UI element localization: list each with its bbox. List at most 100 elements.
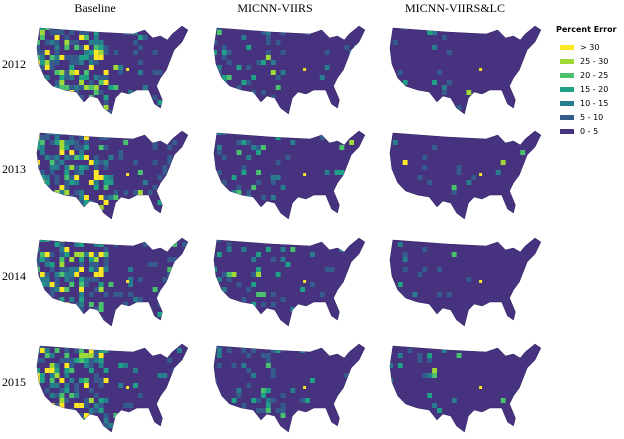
map-patch <box>54 165 60 170</box>
map-patch <box>54 205 60 210</box>
map-patch <box>89 20 94 25</box>
map-patch <box>64 185 70 190</box>
map-patch <box>275 348 281 353</box>
map-patch <box>36 160 40 165</box>
map-patch <box>88 363 94 368</box>
map-patch <box>246 338 251 343</box>
map-patch <box>295 100 301 105</box>
map-patch <box>84 220 89 225</box>
legend-label: > 30 <box>580 43 599 52</box>
map-patch <box>59 378 65 383</box>
map-patch <box>270 60 276 65</box>
map-patch <box>167 238 173 242</box>
map-patch <box>69 220 74 225</box>
map-patch <box>54 373 60 378</box>
map-patch <box>64 175 70 180</box>
map-patch <box>98 358 104 363</box>
map-patch <box>275 175 281 180</box>
map-patch <box>88 257 94 262</box>
map-patch <box>295 95 301 100</box>
map-patch <box>315 115 320 120</box>
map-patch <box>36 45 40 50</box>
map-patch <box>79 327 84 332</box>
map-patch <box>84 45 89 50</box>
map-patch <box>84 403 89 408</box>
map-patch <box>344 413 350 418</box>
map-patch <box>227 338 232 343</box>
map-patch <box>88 428 94 432</box>
map-patch <box>152 185 158 190</box>
map-patch <box>88 160 94 165</box>
legend-label: 25 - 30 <box>580 57 608 66</box>
map-patch <box>59 272 65 277</box>
map-patch <box>300 398 306 403</box>
map-patch <box>69 70 75 75</box>
map-patch <box>186 307 188 312</box>
map-patch <box>79 403 84 408</box>
map-patch <box>251 75 257 80</box>
map-patch <box>44 26 50 30</box>
map-patch <box>35 115 40 120</box>
map-patch <box>49 65 55 70</box>
map <box>213 237 366 327</box>
map-patch <box>222 20 227 25</box>
map-patch <box>36 388 40 393</box>
map-hotspot <box>479 280 483 283</box>
map-patch <box>113 190 119 195</box>
map-patch <box>39 307 45 312</box>
map-patch <box>261 408 266 413</box>
map-patch <box>103 145 109 150</box>
map-patch <box>261 292 266 297</box>
map-patch <box>55 125 60 130</box>
map-patch <box>113 292 119 297</box>
map-patch <box>466 277 472 282</box>
map-hotspot <box>479 173 483 176</box>
map-patch <box>49 393 55 398</box>
map-patch <box>186 80 188 85</box>
map-patch <box>98 403 104 408</box>
map-patch <box>276 115 281 120</box>
map-patch <box>93 348 99 353</box>
map-patch <box>137 190 143 195</box>
map-patch <box>456 165 462 170</box>
map-patch <box>227 115 232 120</box>
map-patch <box>36 282 40 287</box>
map-patch <box>103 45 109 50</box>
map-patch <box>88 85 94 90</box>
map-patch <box>290 388 296 393</box>
map-patch <box>44 205 50 210</box>
map-patch <box>74 205 80 210</box>
map-patch <box>246 210 252 215</box>
map-patch <box>64 363 70 368</box>
map-patch <box>64 170 70 175</box>
map-patch <box>226 348 232 353</box>
map-patch <box>93 378 99 383</box>
map-patch <box>251 398 257 403</box>
map-patch <box>408 115 413 120</box>
map-patch <box>79 60 84 65</box>
map-patch <box>213 322 217 326</box>
map-patch <box>88 238 94 242</box>
map-patch <box>36 190 40 195</box>
map-patch <box>50 433 55 438</box>
map-patch <box>74 403 80 408</box>
map-patch <box>319 135 325 140</box>
map-patch <box>54 95 60 100</box>
map-patch <box>261 125 266 130</box>
map-patch <box>221 272 227 277</box>
map-patch <box>300 115 305 120</box>
map-patch <box>162 170 168 175</box>
map-patch <box>270 302 276 307</box>
map-patch <box>133 26 138 30</box>
map-patch <box>98 272 104 277</box>
map-patch <box>118 215 124 219</box>
map-patch <box>88 368 94 373</box>
map-patch <box>59 413 65 418</box>
map-patch <box>172 368 178 373</box>
map-patch <box>36 40 40 45</box>
map-patch <box>152 160 158 165</box>
map-patch <box>147 423 153 428</box>
map-patch <box>118 155 124 160</box>
map-patch <box>182 115 187 120</box>
